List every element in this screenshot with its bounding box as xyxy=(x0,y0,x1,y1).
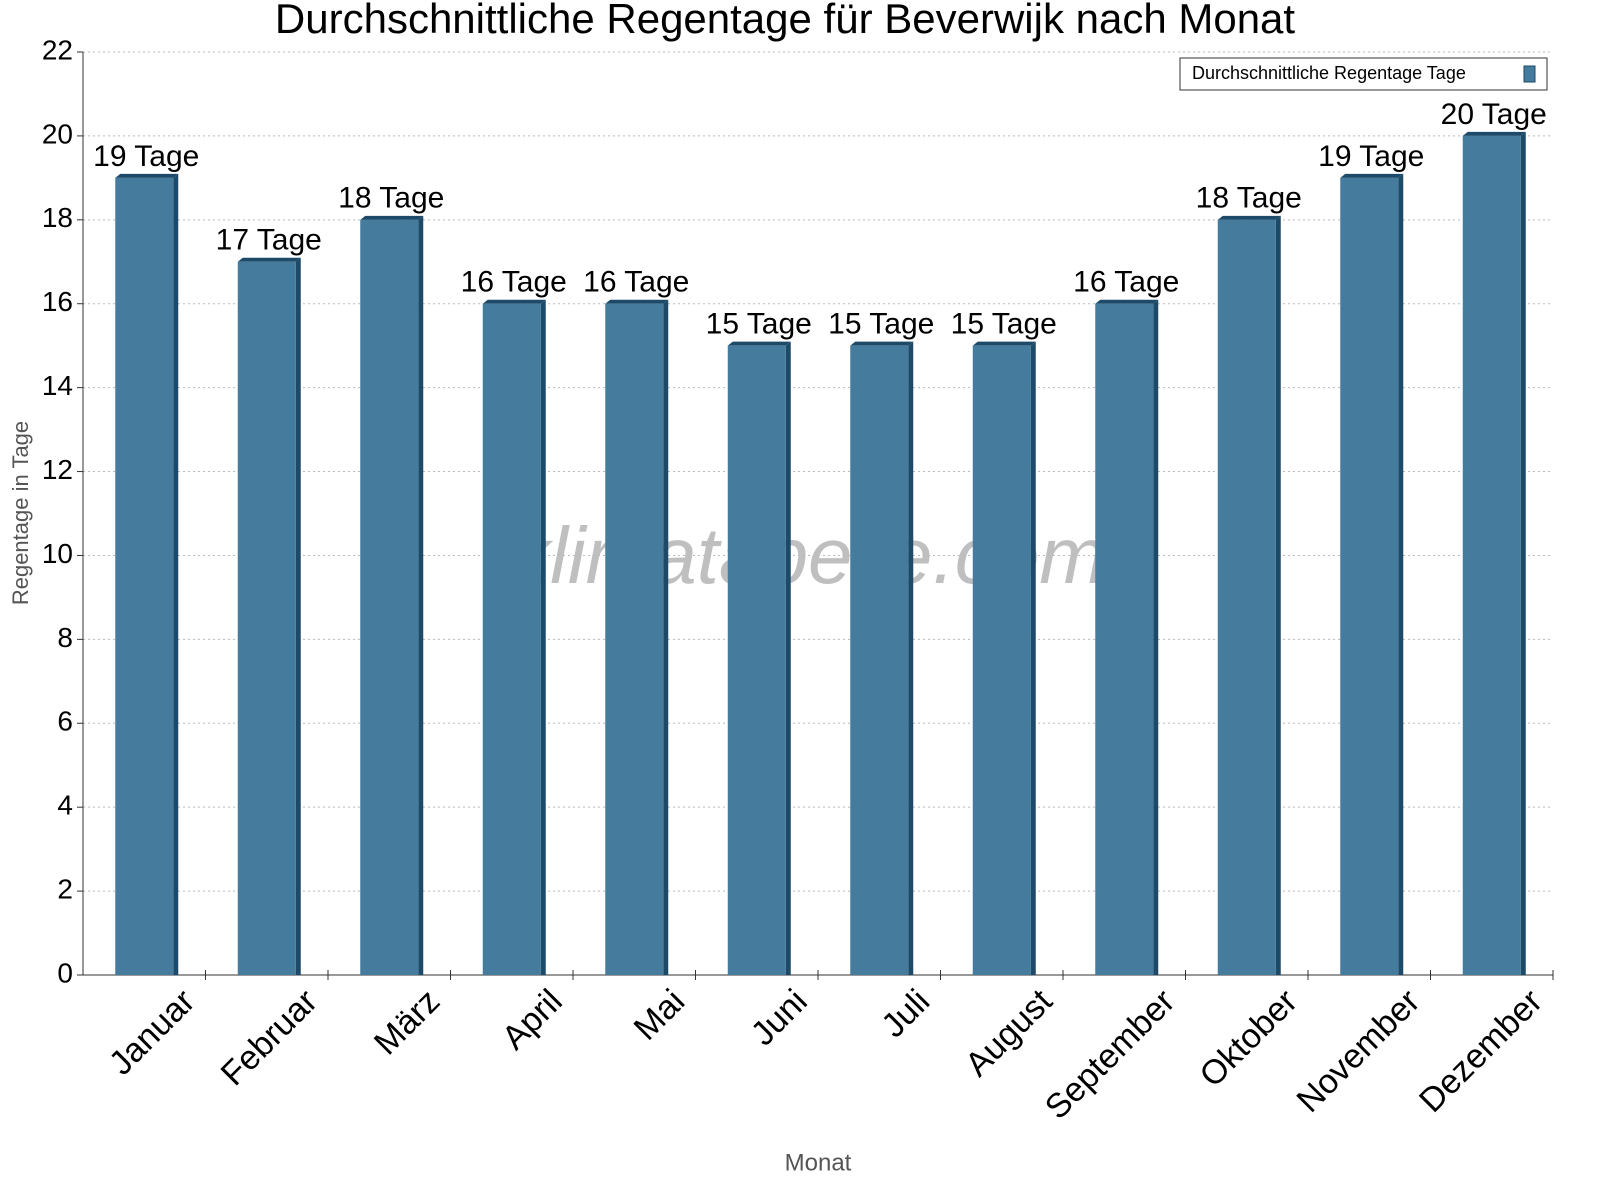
value-label: 16 Tage xyxy=(583,266,689,299)
x-tick-label: November xyxy=(1289,982,1427,1120)
bar xyxy=(850,345,909,975)
bar-top xyxy=(1095,299,1159,304)
y-tick-label: 10 xyxy=(42,538,73,569)
y-tick-label: 4 xyxy=(57,790,73,821)
bar xyxy=(1462,135,1521,976)
value-label: 16 Tage xyxy=(461,266,567,299)
bar-top xyxy=(360,215,424,220)
bar xyxy=(360,219,419,975)
bar-top xyxy=(727,341,791,346)
bar-top xyxy=(1217,215,1281,220)
bar-top xyxy=(1462,131,1526,136)
value-label: 20 Tage xyxy=(1441,98,1547,131)
x-tick-label: September xyxy=(1038,982,1182,1126)
x-tick-label: Juli xyxy=(874,982,937,1045)
bar-side xyxy=(785,341,791,975)
bar-side xyxy=(1398,173,1404,975)
bar-side xyxy=(1153,299,1159,975)
x-tick-label: Mai xyxy=(627,982,693,1048)
bar-side xyxy=(173,173,179,975)
x-tick-label: Dezember xyxy=(1412,982,1550,1120)
x-tick-label: Oktober xyxy=(1192,982,1304,1094)
y-tick-label: 22 xyxy=(42,34,73,65)
y-tick-label: 18 xyxy=(42,202,73,233)
bar-side xyxy=(663,299,669,975)
value-label: 15 Tage xyxy=(706,308,812,341)
legend-box xyxy=(1179,57,1548,91)
x-tick-label: März xyxy=(367,982,447,1062)
value-label: 15 Tage xyxy=(828,308,934,341)
y-tick-label: 2 xyxy=(57,873,73,904)
bar-side xyxy=(1275,215,1281,975)
value-label: 16 Tage xyxy=(1073,266,1179,299)
y-tick-label: 16 xyxy=(42,286,73,317)
x-tick-label: Juni xyxy=(744,982,815,1053)
y-tick-label: 12 xyxy=(42,454,73,485)
value-label: 17 Tage xyxy=(216,224,322,257)
bar xyxy=(1340,177,1399,975)
value-label: 19 Tage xyxy=(1318,140,1424,173)
x-tick-label: Januar xyxy=(102,982,202,1082)
bar-top xyxy=(850,341,914,346)
bar xyxy=(115,177,174,975)
bar xyxy=(972,345,1031,975)
y-tick-label: 20 xyxy=(42,118,73,149)
bar-side xyxy=(908,341,914,975)
value-label: 18 Tage xyxy=(338,182,444,215)
y-tick-label: 6 xyxy=(57,706,73,737)
y-tick-label: 14 xyxy=(42,370,73,401)
y-tick-label: 0 xyxy=(57,957,73,988)
x-tick-label: August xyxy=(958,982,1060,1084)
legend-label: Durchschnittliche Regentage Tage xyxy=(1192,63,1466,83)
bar xyxy=(237,261,296,976)
bar-top xyxy=(115,173,179,178)
bar xyxy=(605,303,664,975)
bar-side xyxy=(540,299,546,975)
bar-top xyxy=(972,341,1036,346)
bar-top xyxy=(605,299,669,304)
bar xyxy=(727,345,786,975)
bar xyxy=(1095,303,1154,975)
bar-side xyxy=(1520,131,1526,976)
value-label: 15 Tage xyxy=(951,308,1057,341)
bar xyxy=(1217,219,1276,975)
bar-side xyxy=(295,257,301,976)
bar-side xyxy=(1030,341,1036,975)
x-tick-label: Februar xyxy=(214,982,325,1093)
legend-swatch xyxy=(1523,65,1536,83)
chart-title: Durchschnittliche Regentage für Beverwij… xyxy=(275,0,1296,42)
bar-side xyxy=(418,215,424,975)
y-axis-title: Regentage in Tage xyxy=(8,421,33,605)
bar-top xyxy=(482,299,546,304)
value-label: 19 Tage xyxy=(93,140,199,173)
value-label: 18 Tage xyxy=(1196,182,1302,215)
x-tick-label: April xyxy=(495,982,570,1057)
x-axis-title: Monat xyxy=(785,1149,852,1176)
bar xyxy=(482,303,541,975)
bar-top xyxy=(1340,173,1404,178)
y-tick-label: 8 xyxy=(57,622,73,653)
bar-top xyxy=(237,257,301,262)
